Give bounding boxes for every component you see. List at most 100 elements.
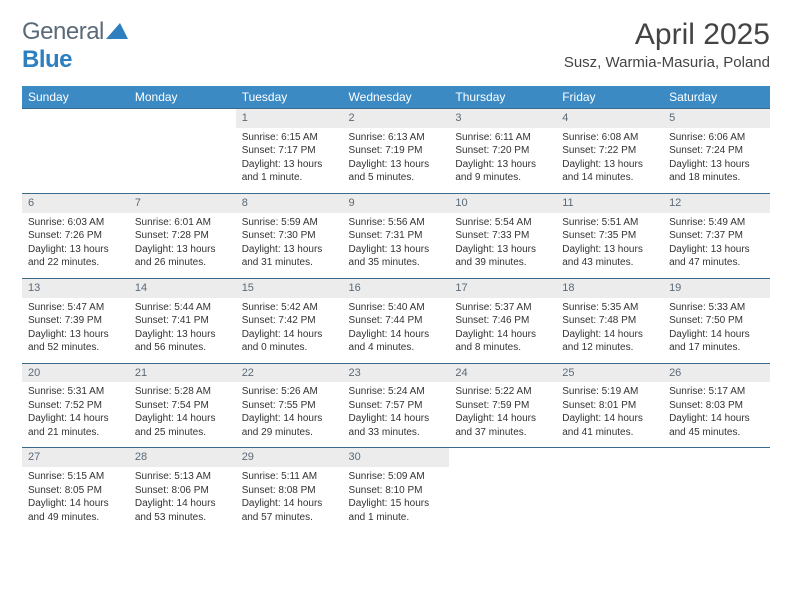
sunset-line: Sunset: 7:35 PM (562, 229, 657, 243)
day-body: Sunrise: 5:11 AMSunset: 8:08 PMDaylight:… (236, 467, 343, 532)
calendar-head: SundayMondayTuesdayWednesdayThursdayFrid… (22, 86, 770, 109)
day-body: Sunrise: 5:47 AMSunset: 7:39 PMDaylight:… (22, 298, 129, 363)
day-number: 14 (129, 279, 236, 298)
day-body: Sunrise: 6:13 AMSunset: 7:19 PMDaylight:… (343, 128, 450, 193)
calendar-day-cell: 28Sunrise: 5:13 AMSunset: 8:06 PMDayligh… (129, 448, 236, 532)
sunrise-line: Sunrise: 6:15 AM (242, 131, 337, 145)
sunrise-line: Sunrise: 5:59 AM (242, 216, 337, 230)
sunset-line: Sunset: 7:57 PM (349, 399, 444, 413)
sunset-line: Sunset: 7:39 PM (28, 314, 123, 328)
sunset-line: Sunset: 8:01 PM (562, 399, 657, 413)
sunrise-line: Sunrise: 5:15 AM (28, 470, 123, 484)
day-number: 28 (129, 448, 236, 467)
day-number: 21 (129, 364, 236, 383)
day-body: Sunrise: 5:59 AMSunset: 7:30 PMDaylight:… (236, 213, 343, 278)
day-body: Sunrise: 5:54 AMSunset: 7:33 PMDaylight:… (449, 213, 556, 278)
day-body: Sunrise: 6:15 AMSunset: 7:17 PMDaylight:… (236, 128, 343, 193)
daylight-line: Daylight: 13 hours and 22 minutes. (28, 243, 123, 270)
daylight-line: Daylight: 13 hours and 43 minutes. (562, 243, 657, 270)
day-body: Sunrise: 6:01 AMSunset: 7:28 PMDaylight:… (129, 213, 236, 278)
title-block: April 2025 Susz, Warmia-Masuria, Poland (564, 18, 770, 71)
calendar-week-row: 1Sunrise: 6:15 AMSunset: 7:17 PMDaylight… (22, 109, 770, 194)
sunrise-line: Sunrise: 5:13 AM (135, 470, 230, 484)
sunset-line: Sunset: 7:44 PM (349, 314, 444, 328)
calendar-day-cell: 17Sunrise: 5:37 AMSunset: 7:46 PMDayligh… (449, 278, 556, 363)
sunset-line: Sunset: 8:06 PM (135, 484, 230, 498)
day-number: 18 (556, 279, 663, 298)
day-number: 12 (663, 194, 770, 213)
sunrise-line: Sunrise: 5:31 AM (28, 385, 123, 399)
daylight-line: Daylight: 14 hours and 4 minutes. (349, 328, 444, 355)
day-body: Sunrise: 5:24 AMSunset: 7:57 PMDaylight:… (343, 382, 450, 447)
daylight-line: Daylight: 14 hours and 21 minutes. (28, 412, 123, 439)
brand-text: GeneralBlue (22, 18, 128, 74)
sunrise-line: Sunrise: 5:47 AM (28, 301, 123, 315)
weekday-header: Thursday (449, 86, 556, 109)
sunrise-line: Sunrise: 5:42 AM (242, 301, 337, 315)
calendar-day-cell: 5Sunrise: 6:06 AMSunset: 7:24 PMDaylight… (663, 109, 770, 194)
daylight-line: Daylight: 14 hours and 17 minutes. (669, 328, 764, 355)
day-body: Sunrise: 5:56 AMSunset: 7:31 PMDaylight:… (343, 213, 450, 278)
daylight-line: Daylight: 13 hours and 9 minutes. (455, 158, 550, 185)
day-number: 30 (343, 448, 450, 467)
calendar-day-cell (663, 448, 770, 532)
day-body (129, 128, 236, 190)
day-number: 13 (22, 279, 129, 298)
calendar-day-cell: 27Sunrise: 5:15 AMSunset: 8:05 PMDayligh… (22, 448, 129, 532)
sunrise-line: Sunrise: 5:56 AM (349, 216, 444, 230)
daylight-line: Daylight: 14 hours and 25 minutes. (135, 412, 230, 439)
day-body: Sunrise: 5:42 AMSunset: 7:42 PMDaylight:… (236, 298, 343, 363)
sunset-line: Sunset: 7:30 PM (242, 229, 337, 243)
sunset-line: Sunset: 8:05 PM (28, 484, 123, 498)
day-number: 8 (236, 194, 343, 213)
daylight-line: Daylight: 13 hours and 26 minutes. (135, 243, 230, 270)
calendar-day-cell (449, 448, 556, 532)
calendar-day-cell: 16Sunrise: 5:40 AMSunset: 7:44 PMDayligh… (343, 278, 450, 363)
daylight-line: Daylight: 14 hours and 12 minutes. (562, 328, 657, 355)
sunset-line: Sunset: 7:20 PM (455, 144, 550, 158)
calendar-day-cell: 4Sunrise: 6:08 AMSunset: 7:22 PMDaylight… (556, 109, 663, 194)
sunrise-line: Sunrise: 5:44 AM (135, 301, 230, 315)
calendar-day-cell: 1Sunrise: 6:15 AMSunset: 7:17 PMDaylight… (236, 109, 343, 194)
daylight-line: Daylight: 14 hours and 37 minutes. (455, 412, 550, 439)
day-body: Sunrise: 5:51 AMSunset: 7:35 PMDaylight:… (556, 213, 663, 278)
sunrise-line: Sunrise: 6:11 AM (455, 131, 550, 145)
calendar-week-row: 20Sunrise: 5:31 AMSunset: 7:52 PMDayligh… (22, 363, 770, 448)
calendar-day-cell: 10Sunrise: 5:54 AMSunset: 7:33 PMDayligh… (449, 193, 556, 278)
calendar-day-cell: 11Sunrise: 5:51 AMSunset: 7:35 PMDayligh… (556, 193, 663, 278)
daylight-line: Daylight: 13 hours and 18 minutes. (669, 158, 764, 185)
day-body: Sunrise: 5:28 AMSunset: 7:54 PMDaylight:… (129, 382, 236, 447)
day-body (556, 467, 663, 529)
location-text: Susz, Warmia-Masuria, Poland (564, 54, 770, 71)
calendar-day-cell: 19Sunrise: 5:33 AMSunset: 7:50 PMDayligh… (663, 278, 770, 363)
day-number: 19 (663, 279, 770, 298)
daylight-line: Daylight: 14 hours and 0 minutes. (242, 328, 337, 355)
day-number (129, 109, 236, 128)
day-body (449, 467, 556, 529)
calendar-day-cell: 13Sunrise: 5:47 AMSunset: 7:39 PMDayligh… (22, 278, 129, 363)
calendar-day-cell (22, 109, 129, 194)
daylight-line: Daylight: 13 hours and 39 minutes. (455, 243, 550, 270)
sunrise-line: Sunrise: 5:11 AM (242, 470, 337, 484)
day-number: 5 (663, 109, 770, 128)
calendar-table: SundayMondayTuesdayWednesdayThursdayFrid… (22, 86, 770, 532)
daylight-line: Daylight: 14 hours and 41 minutes. (562, 412, 657, 439)
calendar-day-cell: 23Sunrise: 5:24 AMSunset: 7:57 PMDayligh… (343, 363, 450, 448)
calendar-day-cell: 6Sunrise: 6:03 AMSunset: 7:26 PMDaylight… (22, 193, 129, 278)
sunrise-line: Sunrise: 5:40 AM (349, 301, 444, 315)
weekday-header: Tuesday (236, 86, 343, 109)
day-body (663, 467, 770, 529)
day-number: 3 (449, 109, 556, 128)
day-number: 25 (556, 364, 663, 383)
sunset-line: Sunset: 7:28 PM (135, 229, 230, 243)
day-number: 6 (22, 194, 129, 213)
day-number: 10 (449, 194, 556, 213)
sunset-line: Sunset: 7:55 PM (242, 399, 337, 413)
sunset-line: Sunset: 8:03 PM (669, 399, 764, 413)
sunset-line: Sunset: 7:41 PM (135, 314, 230, 328)
day-body: Sunrise: 5:44 AMSunset: 7:41 PMDaylight:… (129, 298, 236, 363)
daylight-line: Daylight: 13 hours and 35 minutes. (349, 243, 444, 270)
daylight-line: Daylight: 13 hours and 14 minutes. (562, 158, 657, 185)
calendar-week-row: 27Sunrise: 5:15 AMSunset: 8:05 PMDayligh… (22, 448, 770, 532)
day-number (22, 109, 129, 128)
